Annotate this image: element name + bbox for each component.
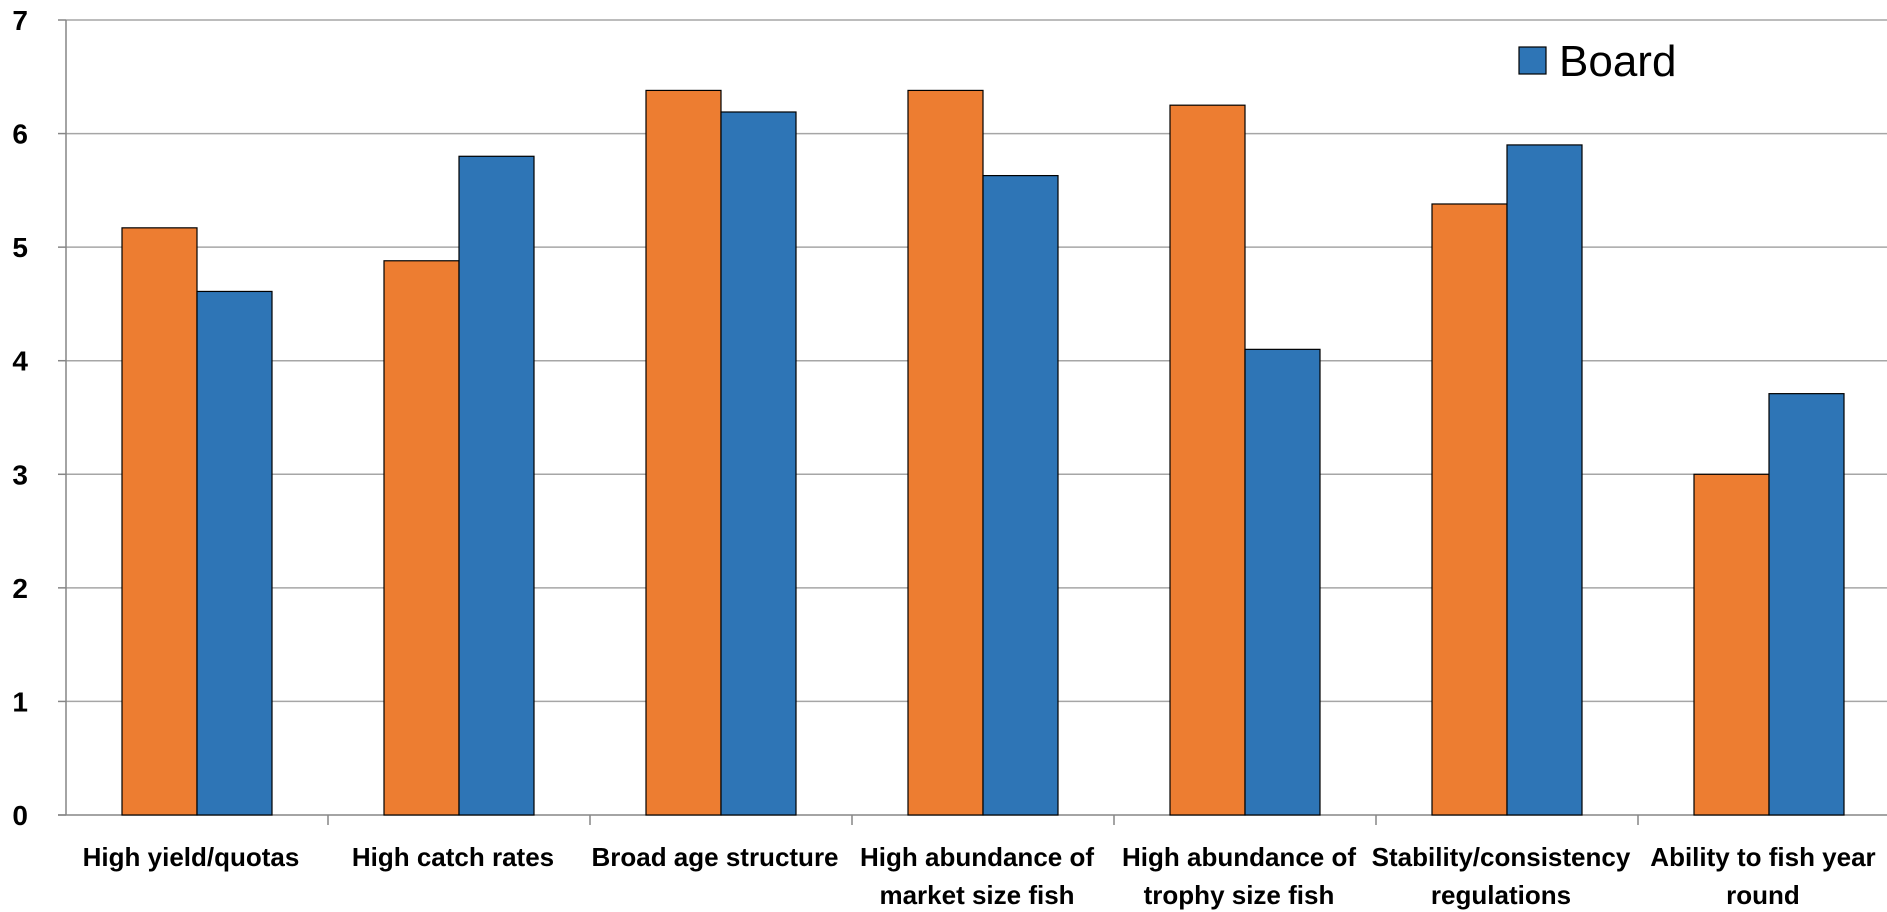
bar-series-2-cat-4 xyxy=(982,174,1059,816)
bar-series-2-cat-7 xyxy=(1768,393,1845,816)
bar-series-2-cat-1 xyxy=(196,290,273,816)
bar-series-1-cat-5 xyxy=(1169,104,1246,816)
y-tick-labels: 0 1 2 3 4 5 6 7 xyxy=(12,5,28,831)
bar-series-1-cat-2 xyxy=(383,260,460,816)
bar-series-1-cat-3 xyxy=(645,89,722,816)
bar-series-1-cat-7 xyxy=(1693,473,1770,816)
y-tick-label: 1 xyxy=(12,686,28,717)
bars xyxy=(121,89,1845,816)
legend-label: Board xyxy=(1559,37,1676,86)
legend: Board xyxy=(1518,37,1676,86)
y-tick-label: 7 xyxy=(12,5,28,36)
category-label: High abundance of xyxy=(1122,842,1356,872)
x-tick-marks xyxy=(327,815,1639,825)
bar-series-2-cat-3 xyxy=(720,111,797,816)
y-tick-label: 3 xyxy=(12,459,28,490)
y-tick-label: 4 xyxy=(12,346,28,377)
category-label: market size fish xyxy=(879,880,1074,910)
category-label: Stability/consistency xyxy=(1372,842,1631,872)
category-label: trophy size fish xyxy=(1144,880,1335,910)
category-label: High catch rates xyxy=(352,842,554,872)
bar-series-1-cat-1 xyxy=(121,227,198,816)
bar-series-2-cat-6 xyxy=(1506,144,1583,816)
category-label: High abundance of xyxy=(860,842,1094,872)
bar-series-1-cat-4 xyxy=(907,89,984,816)
category-label: Ability to fish year xyxy=(1650,842,1875,872)
y-tick-label: 2 xyxy=(12,573,28,604)
category-label: round xyxy=(1726,880,1800,910)
legend-swatch xyxy=(1518,46,1547,75)
bar-series-2-cat-2 xyxy=(458,155,535,816)
category-labels: High yield/quotas High catch rates Broad a… xyxy=(83,842,1876,910)
category-label: High yield/quotas xyxy=(83,842,300,872)
bar-series-1-cat-6 xyxy=(1431,203,1508,816)
y-tick-label: 5 xyxy=(12,232,28,263)
y-tick-label: 0 xyxy=(12,800,28,831)
bar-series-2-cat-5 xyxy=(1244,348,1321,816)
category-label: Broad age structure xyxy=(591,842,838,872)
category-label: regulations xyxy=(1431,880,1571,910)
y-tick-label: 6 xyxy=(12,119,28,150)
